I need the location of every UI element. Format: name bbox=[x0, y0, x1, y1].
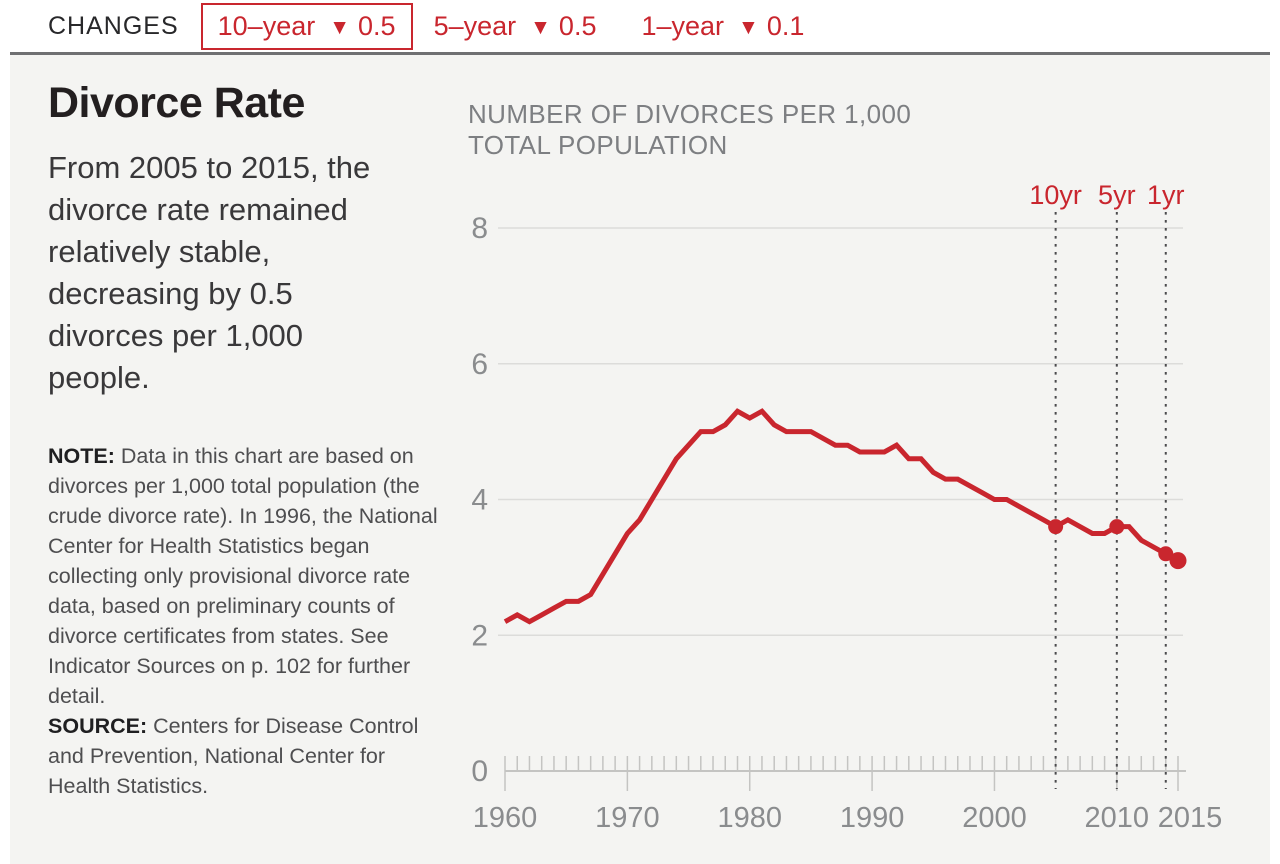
data-point-2015 bbox=[1169, 552, 1187, 570]
x-tick-label: 1960 bbox=[473, 802, 538, 834]
change-marker-label-10yr: 10yr bbox=[1029, 180, 1082, 210]
change-chip-10-year: 10–year ▼ 0.5 bbox=[200, 2, 413, 50]
note-source-block: NOTE: Data in this chart are based on di… bbox=[48, 441, 452, 801]
x-tick-label: 2010 bbox=[1085, 802, 1150, 834]
divorce-rate-line-chart: 0 2 4 6 8 1960 1970 1980 1990 2000 2010 2015 10yr 5yr… bbox=[471, 180, 1223, 834]
y-tick-label: 2 bbox=[471, 619, 488, 652]
change-value: 0.1 bbox=[766, 10, 805, 41]
note-body: Data in this chart are based on divorces… bbox=[48, 444, 438, 708]
source-paragraph: SOURCE: Centers for Disease Control and … bbox=[48, 711, 452, 801]
header-divider bbox=[10, 52, 1270, 55]
content-panel: 0 2 4 6 8 1960 1970 1980 1990 2000 2010 2015 10yr 5yr… bbox=[10, 55, 1270, 864]
x-tick-label: 2000 bbox=[962, 802, 1027, 834]
down-triangle-icon: ▼ bbox=[530, 15, 551, 39]
change-period: 5–year bbox=[433, 10, 517, 41]
y-tick-label: 0 bbox=[471, 755, 488, 788]
change-chip-5-year: 5–year ▼ 0.5 bbox=[434, 11, 597, 42]
change-marker-label-1yr: 1yr bbox=[1147, 180, 1185, 210]
note-paragraph: NOTE: Data in this chart are based on di… bbox=[48, 441, 452, 711]
y-tick-label: 8 bbox=[471, 212, 488, 245]
chart-title: NUMBER OF DIVORCES PER 1,000 TOTAL POPUL… bbox=[468, 99, 912, 160]
down-triangle-icon: ▼ bbox=[329, 15, 351, 39]
x-tick-label: 2015 bbox=[1158, 802, 1223, 834]
down-triangle-icon: ▼ bbox=[738, 15, 759, 39]
y-tick-label: 6 bbox=[471, 348, 488, 381]
change-value: 0.5 bbox=[558, 10, 597, 41]
change-chip-1-year: 1–year ▼ 0.1 bbox=[641, 11, 804, 42]
x-tick-label: 1990 bbox=[840, 802, 905, 834]
change-period: 1–year bbox=[641, 10, 725, 41]
changes-label: CHANGES bbox=[48, 11, 179, 40]
page-title: Divorce Rate bbox=[48, 79, 305, 127]
note-label: NOTE: bbox=[48, 444, 115, 468]
change-value: 0.5 bbox=[358, 10, 396, 41]
x-tick-label: 1970 bbox=[595, 802, 660, 834]
data-point-2010 bbox=[1109, 519, 1125, 535]
change-period: 10–year bbox=[217, 10, 316, 41]
data-point-2014 bbox=[1158, 546, 1174, 562]
data-point-2005 bbox=[1048, 519, 1064, 535]
change-marker-label-5yr: 5yr bbox=[1098, 180, 1136, 210]
y-tick-label: 4 bbox=[471, 484, 488, 517]
source-label: SOURCE: bbox=[48, 714, 148, 738]
divorce-rate-line bbox=[503, 408, 1180, 625]
changes-bar: CHANGES 10–year ▼ 0.5 5–year ▼ 0.5 1–yea… bbox=[10, 0, 1270, 52]
source-body: Centers for Disease Control and Preventi… bbox=[48, 714, 419, 798]
intro-text: From 2005 to 2015, the divorce rate rema… bbox=[48, 150, 371, 395]
x-tick-label: 1980 bbox=[717, 802, 782, 834]
